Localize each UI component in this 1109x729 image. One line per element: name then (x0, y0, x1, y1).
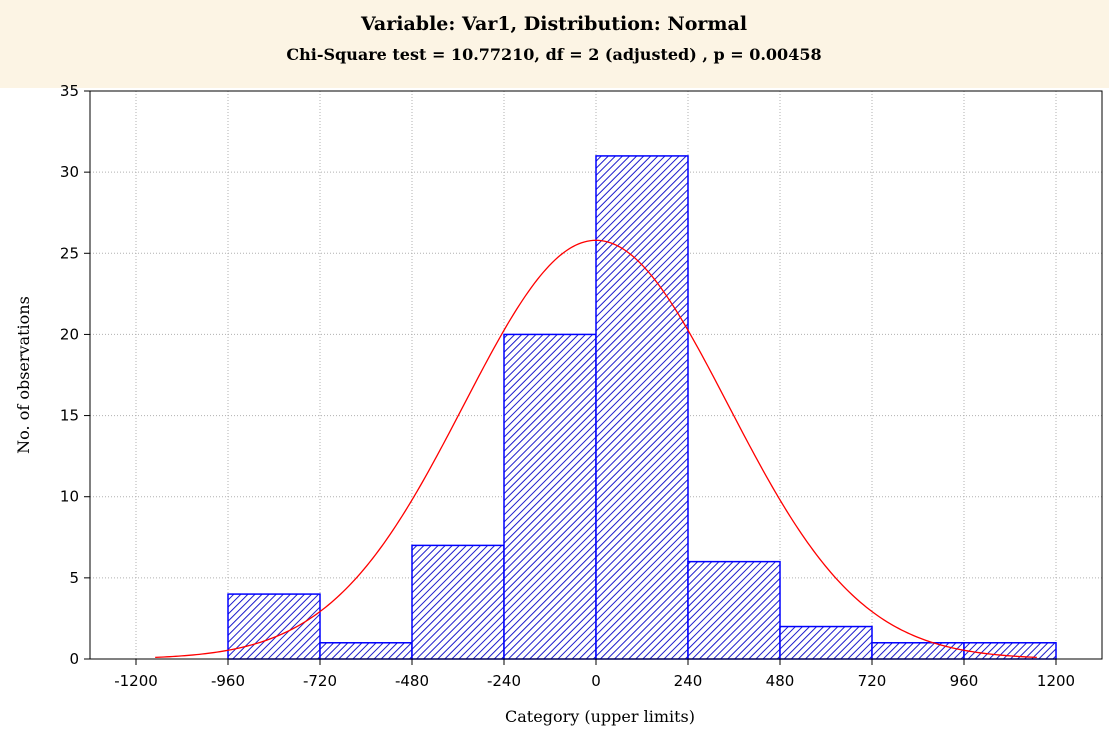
fitted-curve-layer (155, 239, 1037, 659)
bars (227, 155, 1057, 660)
x-tick-label: -720 (303, 672, 337, 690)
header-band (0, 0, 1109, 88)
x-tick-label: 720 (858, 672, 887, 690)
histogram-bar (687, 560, 781, 660)
y-tick-label: 10 (60, 488, 79, 506)
y-tick-label: 35 (60, 82, 79, 100)
x-tick-label: 1200 (1037, 672, 1075, 690)
y-tick-label: 5 (69, 569, 79, 587)
chart-subtitle: Chi-Square test = 10.77210, df = 2 (adju… (286, 45, 821, 64)
x-tick-label: 480 (766, 672, 795, 690)
y-tick-label: 15 (60, 407, 79, 425)
x-tick-label: 960 (950, 672, 979, 690)
histogram-bar (871, 642, 965, 660)
y-tick-label: 25 (60, 244, 79, 262)
x-tick-label: 0 (591, 672, 601, 690)
x-tick-label: -480 (395, 672, 429, 690)
fitted-normal-curve (155, 239, 1037, 659)
histogram-bar (963, 642, 1057, 660)
y-tick-label: 20 (60, 325, 79, 343)
histogram-bar (503, 333, 597, 660)
x-tick-label: -240 (487, 672, 521, 690)
x-ticks: -1200 -960 -720 -480 -240 0 240 480 720 960 1200 (114, 659, 1075, 690)
x-tick-label: -960 (211, 672, 245, 690)
y-ticks: 0 5 10 15 20 25 30 35 (60, 82, 90, 668)
histogram-bar (779, 625, 873, 660)
chart-title: Variable: Var1, Distribution: Normal (360, 13, 747, 35)
y-tick-label: 0 (69, 650, 79, 668)
x-tick-label: 240 (674, 672, 703, 690)
histogram-bar (227, 593, 321, 660)
gridlines (90, 91, 1102, 659)
y-axis-title: No. of observations (14, 296, 33, 454)
histogram-bar (411, 544, 505, 660)
histogram-bar (319, 642, 413, 660)
y-tick-label: 30 (60, 163, 79, 181)
histogram-bar (595, 155, 689, 660)
x-tick-label: -1200 (114, 672, 158, 690)
x-axis-title: Category (upper limits) (505, 707, 695, 726)
